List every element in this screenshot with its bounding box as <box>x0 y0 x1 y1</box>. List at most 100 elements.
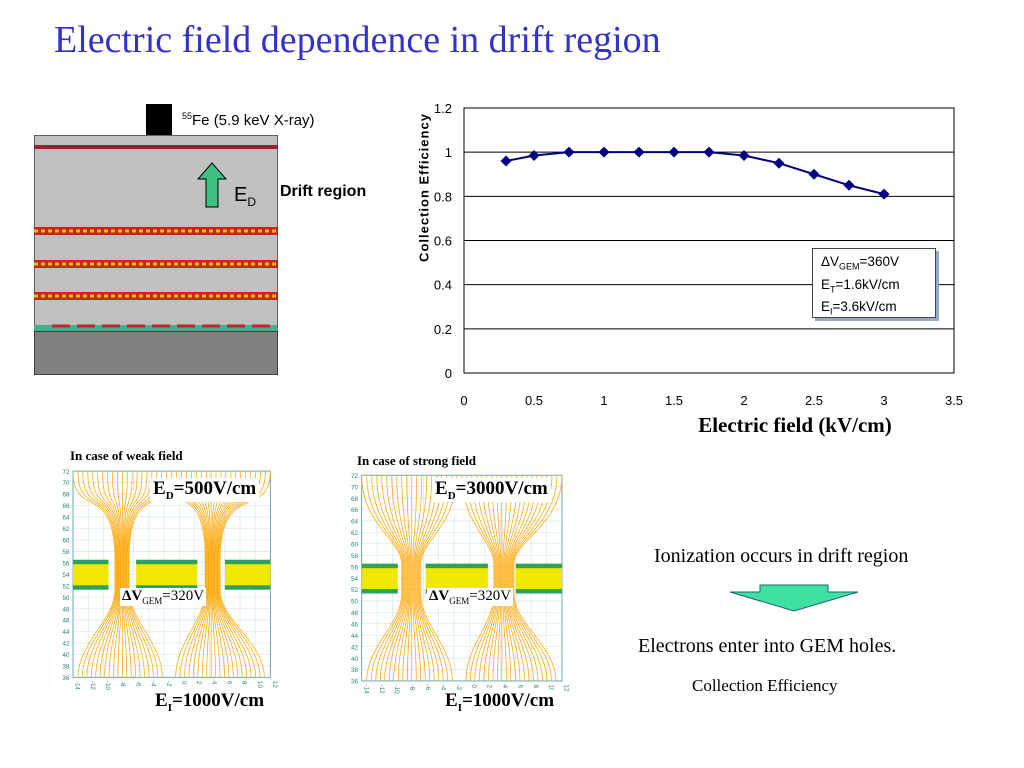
panel-y-tick: 64 <box>351 519 359 526</box>
panel-y-tick: 54 <box>351 576 359 583</box>
electrons-note: Electrons enter into GEM holes. <box>638 635 897 657</box>
drift-field-symbol: E <box>234 184 248 206</box>
x-tick-label: 3 <box>880 393 887 408</box>
detector-schematic <box>34 135 278 375</box>
x-axis-label: Electric field (kV/cm) <box>698 413 892 437</box>
panel-x-tick: 8 <box>241 681 248 685</box>
x-tick-labels: 0 0.5 1 1.5 2 2.5 3 3.5 <box>460 393 963 408</box>
source-label: 55Fe (5.9 keV X-ray) <box>182 111 315 129</box>
series-line <box>505 151 885 196</box>
weak-gem-voltage-label: ΔVGEM=320V <box>120 588 207 606</box>
panel-y-tick: 42 <box>351 644 359 651</box>
ionization-note: Ionization occurs in drift region <box>654 545 909 567</box>
panel-x-tick: 0 <box>180 681 187 685</box>
readout-base <box>34 330 278 375</box>
chart-legend: ΔVGEM=360V ET=1.6kV/cm EI=3.6kV/cm <box>812 248 936 318</box>
panel-y-tick: 38 <box>63 664 70 671</box>
data-point <box>878 188 890 200</box>
data-point <box>528 149 540 161</box>
panel-x-tick: -10 <box>393 685 400 695</box>
data-points <box>500 146 890 200</box>
source-isotope-number: 55 <box>182 111 193 121</box>
panel-x-tick: 0 <box>470 685 477 689</box>
data-point <box>500 155 512 167</box>
panel-y-tick: 42 <box>63 641 70 648</box>
strong-gem-voltage-label: ΔVGEM=320V <box>427 588 514 606</box>
y-tick-label: 0.2 <box>434 322 452 337</box>
panel-x-tick: -10 <box>104 681 111 691</box>
panel-y-tick: 48 <box>351 610 359 617</box>
field-lines <box>361 475 563 681</box>
panel-x-tick: 4 <box>501 685 508 689</box>
data-point <box>773 157 785 169</box>
data-point <box>808 168 820 180</box>
panel-x-tick: 12 <box>271 681 278 688</box>
panel-x-tick: -2 <box>455 685 462 691</box>
gem-foil-1 <box>34 227 278 235</box>
panel-y-tick: 70 <box>63 480 70 487</box>
y-tick-labels: 0 0.2 0.4 0.6 0.8 1 1.2 <box>434 101 452 381</box>
legend-line-transfer: ET=1.6kV/cm <box>821 276 900 295</box>
panel-x-tick: 8 <box>532 685 539 689</box>
panel-y-tick: 44 <box>63 629 70 636</box>
x-tick-label: 0.5 <box>525 393 543 408</box>
y-tick-label: 1 <box>445 145 452 160</box>
panel-x-tick: -8 <box>409 685 416 691</box>
data-point <box>703 146 715 158</box>
panel-y-tick: 36 <box>63 675 70 682</box>
source-text: Fe (5.9 keV X-ray) <box>192 112 315 129</box>
data-point <box>738 149 750 161</box>
y-tick-label: 0.4 <box>434 278 452 293</box>
drift-field-arrow-icon <box>196 162 228 208</box>
panel-y-ticks: 72 70 68 66 64 62 60 58 56 54 52 50 48 46 44 42 40 38 36 <box>63 469 70 682</box>
drift-field-subscript: D <box>247 195 257 209</box>
panel-y-tick: 62 <box>351 530 359 537</box>
panel-y-tick: 68 <box>63 492 70 499</box>
panel-x-tick: 10 <box>256 681 263 688</box>
panel-x-tick: -12 <box>89 681 96 691</box>
panel-y-tick: 64 <box>63 515 70 522</box>
slide-title: Electric field dependence in drift regio… <box>54 19 661 61</box>
y-axis-label: Collection Efficiency <box>416 113 432 262</box>
down-arrow-icon <box>729 584 859 612</box>
data-point <box>598 146 610 158</box>
weak-drift-field-label: ED=500V/cm <box>150 478 260 502</box>
panel-y-ticks: 72 70 68 66 64 62 60 58 56 54 52 50 48 46 44 42 40 38 36 <box>351 473 359 686</box>
panel-x-tick: 12 <box>563 685 570 693</box>
data-point <box>668 146 680 158</box>
panel-y-tick: 52 <box>351 587 359 594</box>
x-tick-label: 2.5 <box>805 393 823 408</box>
panel-x-tick: 10 <box>547 685 554 693</box>
collection-efficiency-note: Collection Efficiency <box>692 676 838 695</box>
panel-x-tick: 2 <box>195 681 202 685</box>
panel-x-tick: -6 <box>424 685 431 691</box>
gem-foil-3 <box>34 292 278 300</box>
weak-induction-field-label: EI=1000V/cm <box>152 690 268 714</box>
panel-x-ticks: -14 -12 -10 -8 -6 -4 -2 0 2 4 6 8 10 12 <box>74 681 278 691</box>
panel-x-tick: 6 <box>516 685 523 689</box>
panel-y-tick: 66 <box>351 507 359 514</box>
panel-x-tick: -12 <box>378 685 385 695</box>
x-tick-label: 2 <box>740 393 747 408</box>
panel-x-tick: 2 <box>486 685 493 689</box>
strong-induction-field-label: EI=1000V/cm <box>442 690 558 714</box>
panel-x-tick: -14 <box>74 681 81 691</box>
grid-lines <box>464 107 954 330</box>
panel-x-tick: -2 <box>165 681 172 687</box>
panel-y-tick: 62 <box>63 526 70 533</box>
data-point <box>633 146 645 158</box>
panel-y-tick: 66 <box>63 503 70 510</box>
readout-plane <box>34 325 278 331</box>
y-tick-label: 1.2 <box>434 101 452 116</box>
x-tick-label: 3.5 <box>945 393 963 408</box>
panel-y-tick: 60 <box>351 541 359 548</box>
panel-x-ticks: -14 -12 -10 -8 -6 -4 -2 0 2 4 6 8 10 12 <box>362 685 569 695</box>
data-point <box>563 146 575 158</box>
panel-y-tick: 56 <box>63 560 70 567</box>
panel-y-tick: 46 <box>63 618 70 625</box>
gem-foil-cross-section <box>73 559 271 590</box>
strong-drift-field-label: ED=3000V/cm <box>432 478 551 502</box>
panel-y-tick: 48 <box>63 606 70 613</box>
panel-y-tick: 36 <box>351 679 359 686</box>
panel-y-tick: 50 <box>351 599 359 606</box>
